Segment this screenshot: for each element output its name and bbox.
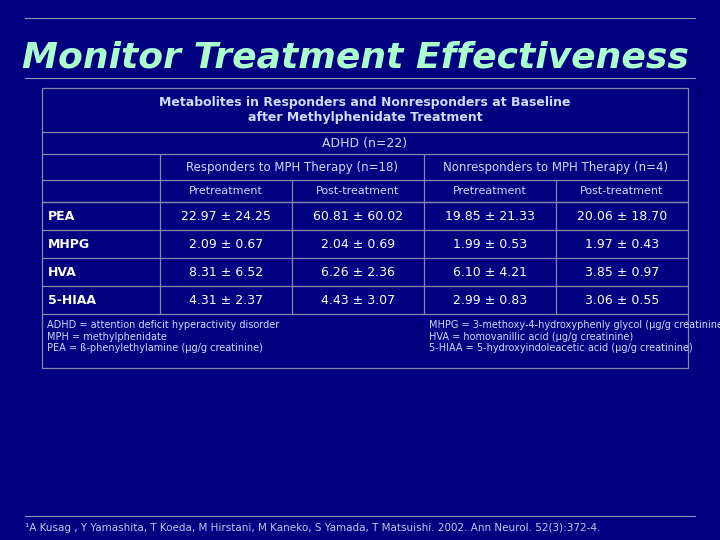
Text: 3.85 ± 0.97: 3.85 ± 0.97 xyxy=(585,266,660,279)
Text: 3.06 ± 0.55: 3.06 ± 0.55 xyxy=(585,294,660,307)
Text: 8.31 ± 6.52: 8.31 ± 6.52 xyxy=(189,266,263,279)
Text: Pretreatment: Pretreatment xyxy=(453,186,527,196)
Text: 6.10 ± 4.21: 6.10 ± 4.21 xyxy=(453,266,527,279)
Text: 1.97 ± 0.43: 1.97 ± 0.43 xyxy=(585,238,659,251)
Text: MHPG = 3-methoxy-4-hydroxyphenly glycol (µg/g creatinine)
HVA = homovanillic aci: MHPG = 3-methoxy-4-hydroxyphenly glycol … xyxy=(429,320,720,353)
Text: 2.04 ± 0.69: 2.04 ± 0.69 xyxy=(321,238,395,251)
Text: ADHD = attention deficit hyperactivity disorder
MPH = methylphenidate
PEA = ß-ph: ADHD = attention deficit hyperactivity d… xyxy=(47,320,279,353)
Text: 2.99 ± 0.83: 2.99 ± 0.83 xyxy=(453,294,527,307)
Text: Monitor Treatment Effectiveness: Monitor Treatment Effectiveness xyxy=(22,41,689,75)
Text: 60.81 ± 60.02: 60.81 ± 60.02 xyxy=(313,210,403,222)
Text: ¹A Kusag , Y Yamashita, T Koeda, M Hirstani, M Kaneko, S Yamada, T Matsuishi. 20: ¹A Kusag , Y Yamashita, T Koeda, M Hirst… xyxy=(25,523,600,533)
Text: PEA: PEA xyxy=(48,210,76,222)
Text: 2.09 ± 0.67: 2.09 ± 0.67 xyxy=(189,238,263,251)
Text: HVA: HVA xyxy=(48,266,77,279)
Text: 4.43 ± 3.07: 4.43 ± 3.07 xyxy=(321,294,395,307)
Text: Pretreatment: Pretreatment xyxy=(189,186,263,196)
Text: Responders to MPH Therapy (n=18): Responders to MPH Therapy (n=18) xyxy=(186,160,398,173)
Bar xyxy=(42,88,688,368)
Text: MHPG: MHPG xyxy=(48,238,90,251)
Text: 20.06 ± 18.70: 20.06 ± 18.70 xyxy=(577,210,667,222)
Text: ADHD (n=22): ADHD (n=22) xyxy=(323,137,408,150)
Text: Post-treatment: Post-treatment xyxy=(316,186,400,196)
Text: 6.26 ± 2.36: 6.26 ± 2.36 xyxy=(321,266,395,279)
Text: 1.99 ± 0.53: 1.99 ± 0.53 xyxy=(453,238,527,251)
Text: Metabolites in Responders and Nonresponders at Baseline
after Methylphenidate Tr: Metabolites in Responders and Nonrespond… xyxy=(159,96,571,124)
Text: 5-HIAA: 5-HIAA xyxy=(48,294,96,307)
Text: Post-treatment: Post-treatment xyxy=(580,186,664,196)
Text: 4.31 ± 2.37: 4.31 ± 2.37 xyxy=(189,294,263,307)
Text: Nonresponders to MPH Therapy (n=4): Nonresponders to MPH Therapy (n=4) xyxy=(444,160,669,173)
Text: 22.97 ± 24.25: 22.97 ± 24.25 xyxy=(181,210,271,222)
Text: 19.85 ± 21.33: 19.85 ± 21.33 xyxy=(445,210,535,222)
